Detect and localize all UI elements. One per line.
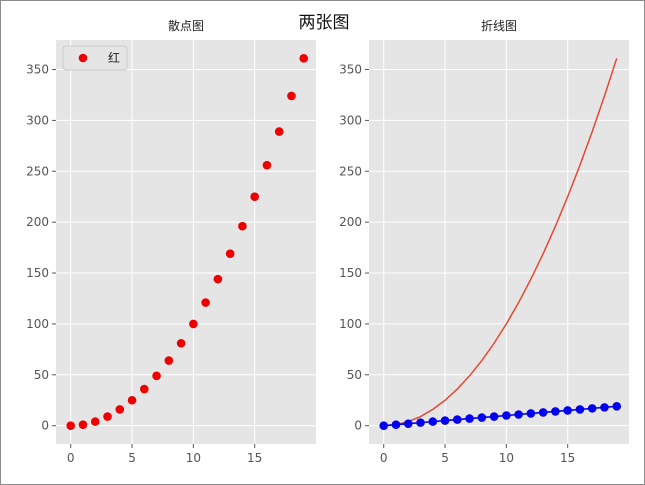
data-point xyxy=(587,404,597,413)
x-tick-label: 15 xyxy=(560,451,575,465)
line-axes-background xyxy=(369,40,629,444)
data-point xyxy=(287,91,296,101)
scatter-legend: 红 xyxy=(62,45,128,71)
x-tick-label: 5 xyxy=(128,451,136,465)
line-title: 折线图 xyxy=(481,18,517,33)
data-point xyxy=(551,407,560,416)
x-tick-label: 10 xyxy=(186,451,201,465)
y-tick-label: 50 xyxy=(347,368,362,382)
x-tick-label: 15 xyxy=(247,451,262,465)
data-point xyxy=(538,408,548,417)
data-point xyxy=(152,371,161,381)
data-point xyxy=(213,274,223,284)
x-tick-label: 0 xyxy=(67,451,75,465)
data-point xyxy=(115,405,125,414)
data-point xyxy=(526,409,536,418)
data-point xyxy=(502,411,511,420)
y-tick-label: 250 xyxy=(339,164,362,178)
y-tick-label: 50 xyxy=(34,368,49,382)
y-tick-label: 100 xyxy=(26,317,49,331)
data-point xyxy=(465,414,474,423)
data-point xyxy=(453,415,462,424)
line-series xyxy=(379,58,622,430)
data-point xyxy=(189,319,198,329)
legend-label: 红 xyxy=(108,50,120,65)
y-tick-label: 200 xyxy=(26,215,49,229)
data-point xyxy=(416,418,425,427)
data-point xyxy=(274,127,284,136)
data-point xyxy=(403,419,413,428)
y-tick-label: 200 xyxy=(339,215,362,229)
data-point xyxy=(90,417,100,426)
data-point xyxy=(428,417,438,426)
y-tick-label: 350 xyxy=(339,63,362,77)
legend-box xyxy=(62,45,128,71)
data-point xyxy=(489,412,499,421)
y-tick-label: 100 xyxy=(339,317,362,331)
data-point xyxy=(176,338,186,348)
data-point xyxy=(250,192,259,202)
y-tick-label: 0 xyxy=(41,419,49,433)
data-point xyxy=(201,298,210,307)
figure-suptitle: 两张图 xyxy=(299,13,350,33)
data-point xyxy=(563,406,572,415)
data-point xyxy=(600,403,609,412)
data-point xyxy=(238,221,247,231)
y-tick-label: 150 xyxy=(26,266,49,280)
x-tick-label: 0 xyxy=(380,451,388,465)
data-point xyxy=(127,395,137,405)
data-point xyxy=(78,420,88,429)
data-point xyxy=(612,402,622,411)
x-tick-label: 10 xyxy=(499,451,514,465)
y-tick-label: 300 xyxy=(26,113,49,127)
scatter-title: 散点图 xyxy=(168,18,204,33)
data-point xyxy=(225,249,235,259)
data-point xyxy=(514,410,523,419)
y-tick-label: 300 xyxy=(339,113,362,127)
data-point xyxy=(262,160,272,170)
data-point xyxy=(164,356,174,365)
data-point xyxy=(66,421,76,430)
data-point xyxy=(440,416,450,425)
data-point xyxy=(379,421,389,430)
data-point xyxy=(575,405,585,414)
y-tick-label: 0 xyxy=(354,419,362,433)
data-point xyxy=(299,54,309,63)
y-tick-label: 150 xyxy=(339,266,362,280)
x-tick-label: 5 xyxy=(441,451,449,465)
data-point xyxy=(140,384,149,394)
y-tick-label: 250 xyxy=(26,164,49,178)
scatter-points xyxy=(66,54,309,430)
data-point xyxy=(391,420,401,429)
scatter-axes-background xyxy=(56,40,316,444)
line-grid xyxy=(369,40,629,444)
data-point xyxy=(477,413,487,422)
y-tick-label: 350 xyxy=(26,63,49,77)
legend-marker xyxy=(78,53,88,63)
series-line-0 xyxy=(383,58,618,427)
data-point xyxy=(103,412,112,421)
